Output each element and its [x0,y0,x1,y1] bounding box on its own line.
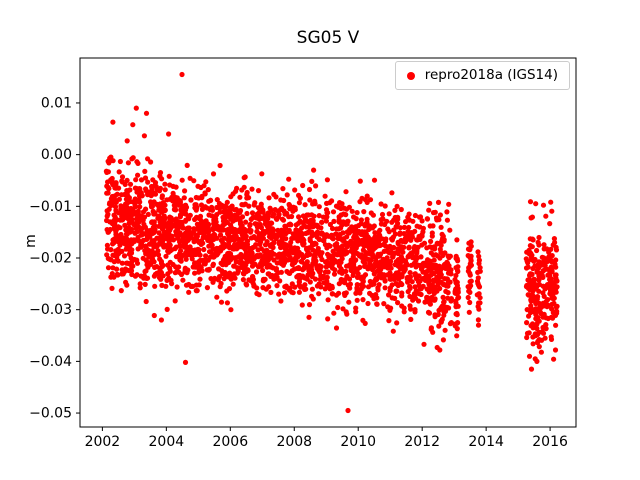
legend-marker-dot-icon [406,71,415,80]
x-tick-label: 2010 [340,434,376,450]
scatter-series [103,71,560,414]
y-tick-label: −0.02 [29,251,72,267]
x-tick-label: 2012 [404,434,440,450]
y-tick-label: 0.00 [41,147,72,163]
y-tick-label: −0.01 [29,199,72,215]
y-tick-label: −0.04 [29,354,72,370]
x-tick-label: 2004 [149,434,185,450]
axes-frame [79,57,577,428]
legend: repro2018a (IGS14) [394,61,570,90]
x-tick-label: 2014 [468,434,504,450]
x-tick-label: 2002 [85,434,121,450]
y-axis-label: m [23,234,39,248]
y-tick-label: −0.05 [29,406,72,422]
x-tick-label: 2008 [276,434,312,450]
x-tick-label: 2016 [532,434,568,450]
y-tick-label: 0.01 [41,95,72,111]
y-tick-label: −0.03 [29,302,72,318]
x-tick-label: 2006 [212,434,248,450]
legend-series-label: repro2018a (IGS14) [424,67,558,83]
chart-title: SG05 V [296,28,360,48]
